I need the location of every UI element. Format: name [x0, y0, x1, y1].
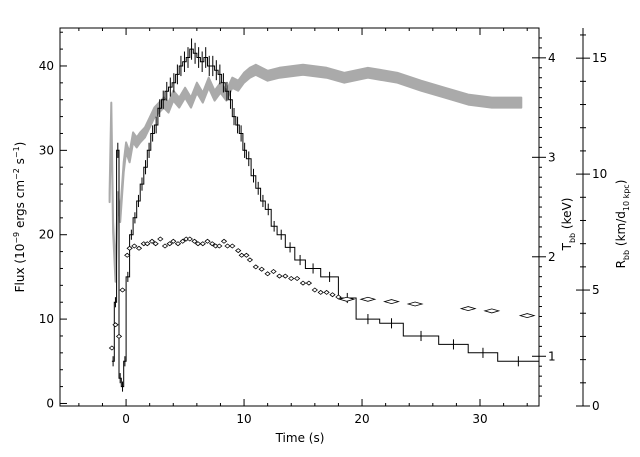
radius-point: [131, 243, 138, 249]
flux-tick-label: 0: [46, 396, 54, 410]
flux-axis-ticks: 0 10 20 30 40: [39, 31, 67, 410]
flux-tick-label: 10: [39, 312, 54, 326]
radius-point: [170, 238, 177, 244]
radius-point: [317, 289, 324, 295]
radius-point: [186, 236, 193, 242]
radius-point: [229, 243, 236, 249]
radius-point: [359, 296, 377, 302]
radius-point: [216, 243, 223, 249]
x-tick-label: 20: [354, 412, 369, 426]
radius-point: [179, 238, 186, 244]
radius-axis-label: Rbb (km/d10 kpc): [614, 180, 631, 269]
flux-tick-label: 30: [39, 143, 54, 157]
radius-point: [209, 241, 216, 247]
radius-point: [135, 245, 143, 251]
temperature-tick-label: 3: [548, 150, 556, 164]
radius-point: [191, 238, 198, 244]
radius-point: [246, 257, 254, 263]
radius-point: [126, 245, 133, 251]
radius-point: [204, 238, 211, 244]
radius-point: [220, 238, 228, 244]
radius-point: [199, 241, 206, 247]
radius-point: [119, 287, 126, 293]
radius-tick-label: 0: [592, 399, 600, 413]
radius-point: [329, 292, 336, 298]
radius-point: [174, 241, 182, 247]
radius-point: [282, 273, 289, 279]
radius-tick-label: 10: [592, 167, 607, 181]
radius-point: [264, 271, 271, 277]
radius-point: [323, 289, 330, 295]
radius-diamonds: [108, 236, 536, 351]
flux-histogram: [111, 38, 540, 392]
x-tick-label: 10: [236, 412, 251, 426]
radius-point: [124, 252, 131, 258]
radius-point: [148, 238, 156, 244]
temperature-axis-ticks: 1 2 3 4: [532, 37, 556, 397]
radius-point: [108, 345, 116, 351]
temperature-tick-label: 1: [548, 349, 556, 363]
radius-point: [258, 266, 265, 272]
radius-point: [406, 301, 424, 307]
radius-point: [459, 306, 477, 312]
radius-point: [288, 275, 295, 282]
radius-point: [383, 299, 400, 305]
flux-tick-label: 20: [39, 228, 54, 242]
temperature-band: [108, 63, 523, 283]
radius-point: [112, 322, 119, 328]
radius-point: [299, 280, 307, 286]
radius-point: [152, 241, 159, 247]
radius-tick-label: 15: [592, 51, 607, 65]
x-axis-ticks: 0 10 20 30: [78, 28, 528, 426]
x-tick-label: 0: [122, 412, 130, 426]
radius-point: [144, 241, 151, 247]
radius-point: [335, 294, 342, 300]
radius-point: [235, 248, 242, 254]
flux-axis-label: Flux (10−9 ergs cm−2 s−1): [12, 142, 27, 293]
flux-tick-label: 40: [39, 59, 54, 73]
temperature-tick-label: 4: [548, 51, 556, 65]
radius-point: [166, 241, 173, 247]
x-axis-label: Time (s): [275, 431, 325, 445]
radius-point: [276, 273, 283, 279]
radius-tick-label: 5: [592, 283, 600, 297]
temperature-axis-label: Tbb (keV): [560, 198, 577, 252]
radius-point: [252, 264, 259, 270]
radius-point: [338, 296, 356, 302]
radius-point: [243, 252, 250, 258]
radius-axis-ticks: 0 5 10 15: [576, 34, 607, 413]
radius-point: [157, 236, 164, 242]
radius-point: [161, 243, 169, 249]
x-tick-label: 30: [472, 412, 487, 426]
radius-point: [518, 313, 536, 319]
radius-point: [115, 333, 123, 339]
temperature-tick-label: 2: [548, 250, 556, 264]
radius-point: [293, 275, 301, 282]
temperature-band-area: [108, 63, 523, 283]
plot-frame: [59, 27, 540, 407]
radius-point: [483, 308, 501, 314]
radius-point: [270, 268, 277, 275]
radius-point: [311, 287, 318, 293]
radius-point: [305, 280, 313, 286]
flux-histogram-line: [111, 48, 539, 388]
